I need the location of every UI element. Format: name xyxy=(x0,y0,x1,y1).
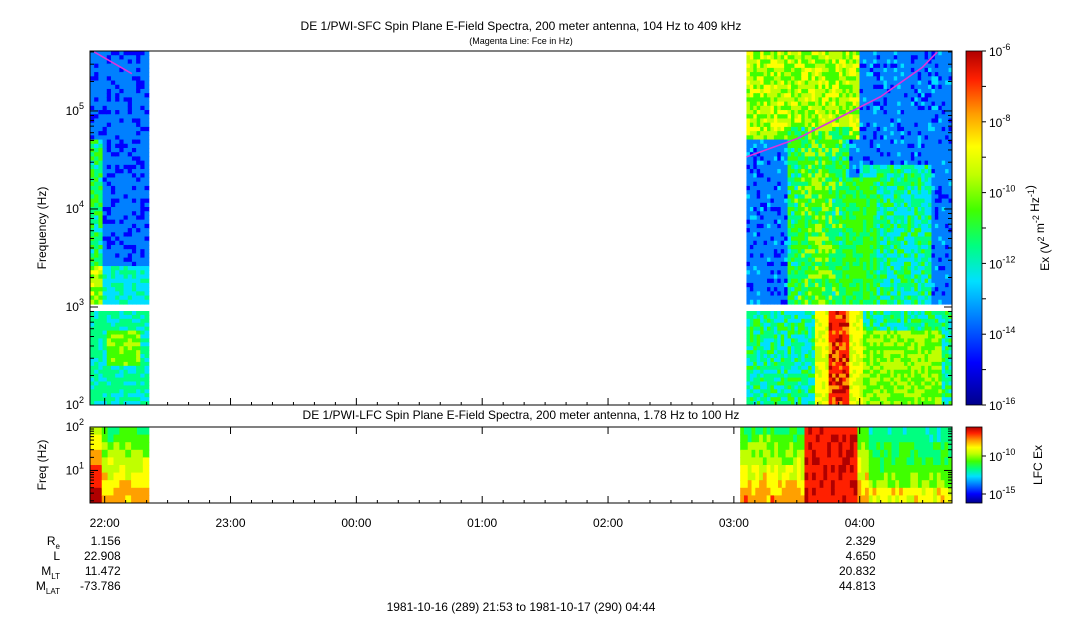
sfc-y-tick-label: 103 xyxy=(66,297,84,314)
sfc-y-tick-label: 105 xyxy=(66,101,84,118)
ephemeris-value: 1.156 xyxy=(91,534,121,548)
ephemeris-value: 22.908 xyxy=(84,549,121,563)
sfc-plot-frame xyxy=(89,50,953,406)
lfc-y-tick-label: 101 xyxy=(66,460,84,477)
ephemeris-label: MLAT xyxy=(36,579,60,596)
sfc-data-interval-1 xyxy=(90,51,150,405)
ephemeris-value: 20.832 xyxy=(839,564,876,578)
sfc-y-axis-label: Frequency (Hz) xyxy=(35,187,49,270)
ephemeris-value: 11.472 xyxy=(85,564,121,578)
ephemeris-label: L xyxy=(53,549,60,563)
time-tick-label: 23:00 xyxy=(216,516,246,530)
time-tick-label: 03:00 xyxy=(719,516,749,530)
sfc-colorbar-tick-label: 10-16 xyxy=(989,396,1015,413)
sfc-colorbar-label: Ex (V2 m-2 Hz-1) xyxy=(1023,185,1052,271)
fce-line-segment-1 xyxy=(93,51,133,75)
lfc-y-tick-label: 102 xyxy=(66,417,84,434)
sfc-spectrogram xyxy=(90,51,952,405)
lfc-spectrogram xyxy=(90,427,952,503)
sfc-panel-subtitle: (Magenta Line: Fce in Hz) xyxy=(469,36,573,46)
time-tick-label: 22:00 xyxy=(90,516,120,530)
ephemeris-value: 2.329 xyxy=(846,534,876,548)
sfc-colorbar-tick-label: 10-8 xyxy=(989,113,1010,130)
ephemeris-value: -73.786 xyxy=(80,579,121,593)
ephemeris-value: 4.650 xyxy=(846,549,876,563)
lfc-y-axis-label: Freq (Hz) xyxy=(35,440,49,491)
time-tick-label: 01:00 xyxy=(467,516,497,530)
lfc-plot-frame xyxy=(89,426,953,504)
fce-line-segment-2 xyxy=(746,51,938,158)
sfc-colorbar-tick-label: 10-10 xyxy=(989,184,1015,201)
lfc-data-interval-1 xyxy=(90,427,150,503)
time-tick-label: 00:00 xyxy=(341,516,371,530)
sfc-colorbar-tick-label: 10-6 xyxy=(989,42,1010,59)
sfc-colorbar-tick-label: 10-12 xyxy=(989,254,1015,271)
lfc-colorbar-label: LFC Ex xyxy=(1031,445,1045,485)
lfc-data-interval-2 xyxy=(740,427,952,503)
sfc-colorbar xyxy=(965,50,983,406)
time-range-label: 1981-10-16 (289) 21:53 to 1981-10-17 (29… xyxy=(387,600,656,614)
lfc-panel-title: DE 1/PWI-LFC Spin Plane E-Field Spectra,… xyxy=(303,408,740,422)
sfc-data-interval-2 xyxy=(746,51,952,405)
time-tick-label: 04:00 xyxy=(845,516,875,530)
ephemeris-value: 44.813 xyxy=(839,579,876,593)
time-tick-label: 02:00 xyxy=(593,516,623,530)
lfc-colorbar-tick-label: 10-15 xyxy=(989,485,1015,502)
sfc-panel-title: DE 1/PWI-SFC Spin Plane E-Field Spectra,… xyxy=(301,19,742,33)
lfc-colorbar xyxy=(965,426,983,504)
sfc-y-tick-label: 104 xyxy=(66,199,84,216)
sfc-colorbar-tick-label: 10-14 xyxy=(989,325,1015,342)
lfc-colorbar-tick-label: 10-10 xyxy=(989,447,1015,464)
sfc-y-tick-label: 102 xyxy=(66,395,84,412)
